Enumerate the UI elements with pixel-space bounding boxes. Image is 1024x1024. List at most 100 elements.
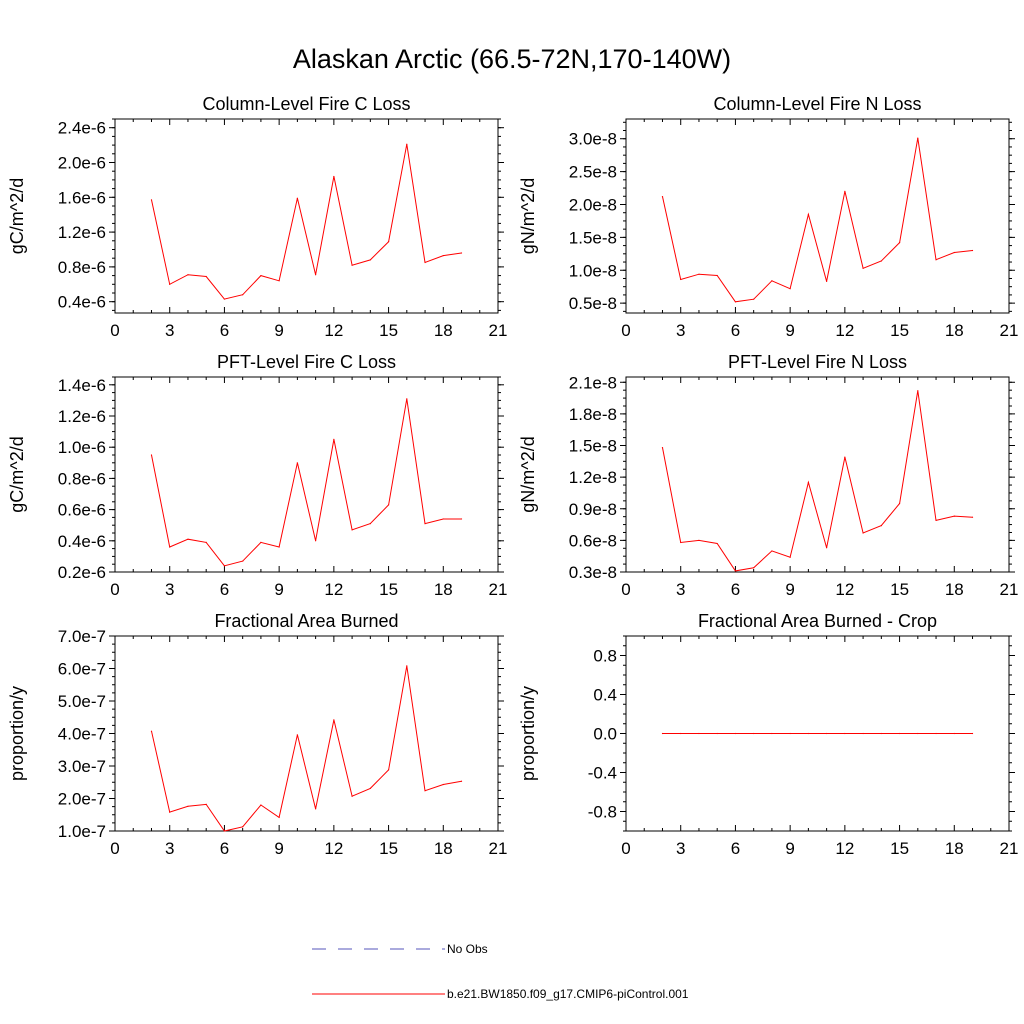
data-point [971,732,974,735]
y-tick-label: 0.8 [593,647,617,666]
data-point [387,504,390,506]
panel-title: Column-Level Fire N Loss [713,94,921,114]
x-tick-label: 0 [621,321,630,340]
y-tick-label: 1.0e-7 [58,822,106,841]
x-tick-label: 12 [835,839,854,858]
y-axis-label: gC/m^2/d [7,178,27,254]
x-tick-label: 6 [220,839,229,858]
data-point [369,259,371,261]
data-point [169,811,171,813]
data-point [771,550,773,552]
panel-title: PFT-Level Fire C Loss [217,352,396,372]
data-point [333,175,335,178]
data-point [698,539,700,541]
data-point [369,787,371,790]
y-tick-label: 1.5e-8 [569,437,617,456]
y-tick-label: 4.0e-7 [58,725,106,744]
data-point [442,254,444,257]
x-tick-label: 21 [1000,321,1019,340]
y-tick-label: 1.4e-6 [58,376,106,395]
y-tick-label: 1.2e-6 [58,407,106,426]
panel-title: PFT-Level Fire N Loss [728,352,907,372]
data-point [369,523,371,525]
panel-title: Fractional Area Burned - Crop [698,611,937,631]
x-tick-label: 21 [489,580,508,599]
data-point [680,732,682,735]
data-point [807,481,809,484]
data-point [260,274,262,277]
y-axis-label: proportion/y [518,686,538,781]
x-tick-label: 0 [110,321,119,340]
data-point [789,556,791,558]
data-point [406,143,408,145]
data-point [844,190,846,192]
data-point [315,808,317,810]
legend-swatch-no-obs [312,948,445,950]
data-point [205,275,207,278]
x-tick-label: 6 [731,839,740,858]
data-point [680,278,682,281]
chart-panel-3: PFT-Level Fire C Loss gC/m^2/d 0 3 6 9 12 15 18 2… [7,352,507,599]
data-point [223,830,226,832]
plot-frame [114,635,499,832]
x-tick-label: 3 [165,580,174,599]
y-axis-label: gN/m^2/d [518,436,538,512]
y-tick-label: 0.4 [593,686,617,705]
data-point [935,732,937,735]
data-point [278,546,280,548]
x-tick-label: 9 [274,580,283,599]
y-tick-label: 2.0e-6 [58,153,106,172]
x-tick-label: 9 [274,321,283,340]
data-point [807,213,809,215]
plot-frame [114,118,499,314]
series-line [151,665,462,832]
chart-panel-1: Column-Level Fire C Loss gC/m^2/d 0 3 6 9 12 15… [7,94,507,340]
x-tick-label: 21 [489,839,508,858]
figure-title: Alaskan Arctic (66.5-72N,170-140W) [292,44,732,74]
data-point [351,529,353,531]
x-tick-label: 15 [890,580,909,599]
y-tick-label: 3.0e-7 [58,757,106,776]
panel-title: Fractional Area Burned [214,611,398,631]
y-tick-label: 1.0e-6 [58,438,106,457]
data-point [406,665,408,667]
y-tick-label: 6.0e-7 [58,660,106,679]
x-tick-label: 6 [731,321,740,340]
x-tick-label: 18 [434,580,453,599]
y-tick-label: 1.5e-8 [569,228,617,247]
data-point [315,274,317,276]
data-point [971,249,974,252]
data-point [150,730,153,732]
data-point [205,541,207,543]
y-tick-label: 2.5e-8 [569,163,617,182]
plot-frame [625,376,1010,573]
y-tick-label: 0.0 [593,725,617,744]
y-tick-label: 3.0e-8 [569,130,617,149]
x-tick-label: 0 [110,580,119,599]
data-point [844,732,846,735]
y-tick-label: 1.6e-6 [58,188,106,207]
y-tick-label: 2.0e-8 [569,195,617,214]
data-point [880,260,882,262]
data-point [771,280,773,282]
y-tick-label: 7.0e-7 [58,627,106,646]
x-tick-label: 18 [945,321,964,340]
data-point [862,532,864,534]
x-tick-label: 21 [1000,580,1019,599]
data-point [187,538,189,540]
data-point [716,274,718,277]
data-point [716,542,718,545]
y-tick-label: 0.4e-6 [58,532,106,551]
x-tick-label: 9 [785,580,794,599]
legend-swatch-model [312,993,445,995]
data-point [205,803,207,805]
data-point [296,462,298,464]
data-point [953,732,955,735]
y-tick-label: -0.4 [588,764,617,783]
data-point [424,261,426,264]
data-point [953,251,955,254]
x-tick-label: 9 [274,839,283,858]
data-point [351,264,353,266]
data-point [880,525,882,527]
